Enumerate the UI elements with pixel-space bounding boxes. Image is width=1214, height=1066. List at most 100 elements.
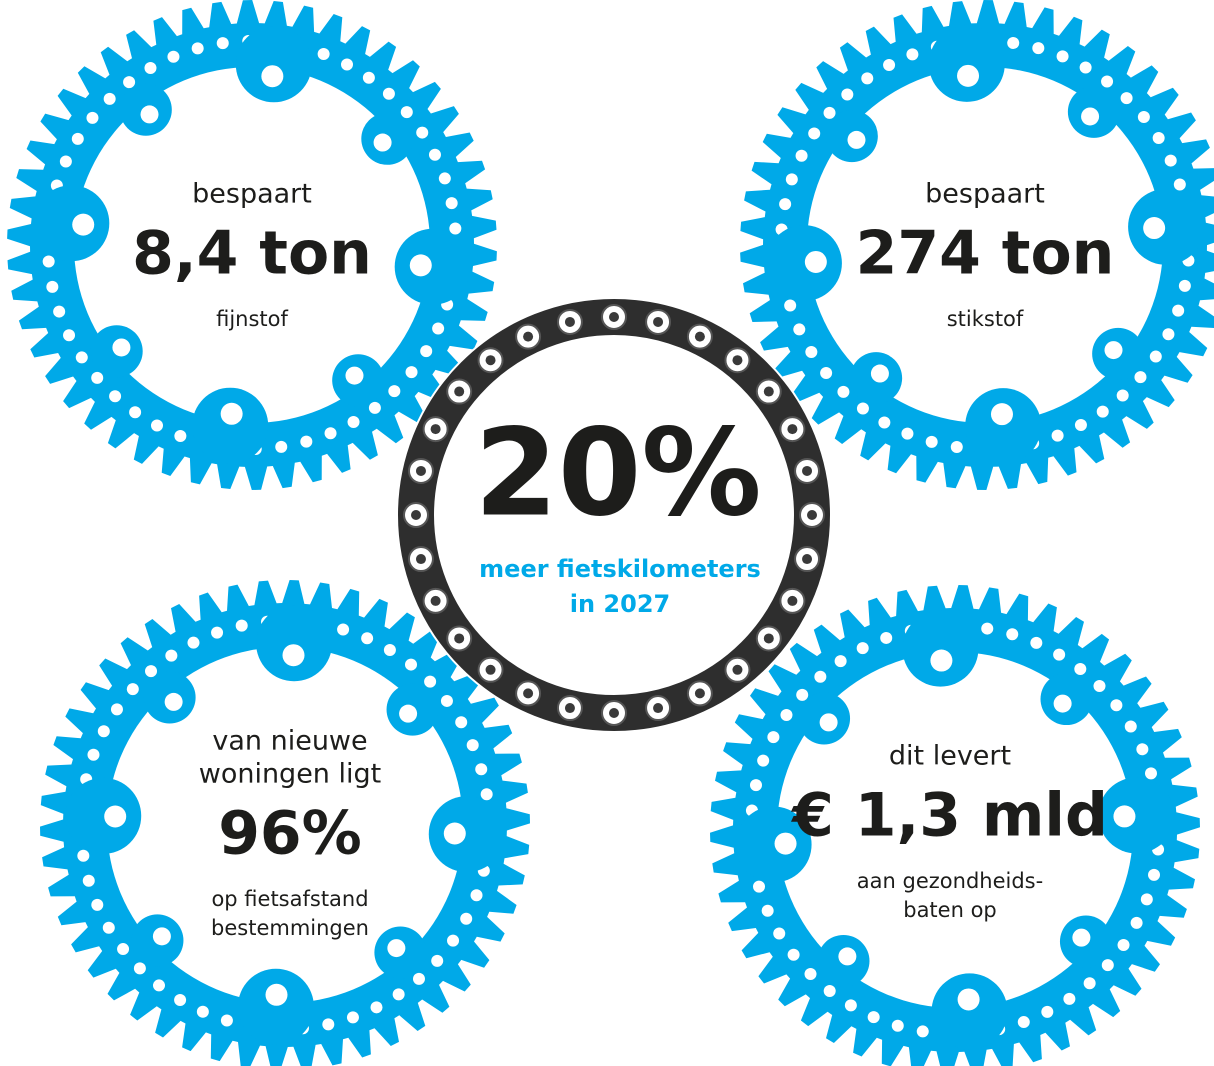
gear-notch-hole: [374, 134, 392, 152]
gear-hole: [1074, 663, 1086, 675]
gear-notch-hole: [1105, 341, 1123, 359]
gear-hole: [808, 127, 820, 139]
gear-hole: [1153, 132, 1165, 144]
gear-subcaption: fijnstof: [216, 307, 288, 331]
gear-hole: [1121, 92, 1133, 104]
gear-tab-hole: [266, 984, 288, 1006]
gear-hole: [1102, 959, 1114, 971]
gear-hole: [845, 999, 857, 1011]
gear-caption: bespaart: [925, 179, 1045, 210]
gear-tab: [1128, 189, 1204, 265]
gear-hole: [43, 256, 55, 268]
gear-hole: [906, 48, 918, 60]
gear-hole: [87, 749, 99, 761]
gear-hole: [325, 427, 337, 439]
gear-hole: [83, 875, 95, 887]
gear-hole: [835, 655, 847, 667]
chain-pin: [565, 317, 575, 327]
gear-tab-hole: [991, 403, 1013, 425]
gear-notch-hole: [399, 705, 417, 723]
gear-hole: [91, 372, 103, 384]
gear-tab-hole: [72, 214, 94, 236]
chain-pin: [764, 387, 774, 397]
gear-hole: [779, 198, 791, 210]
gear-hole: [63, 329, 75, 341]
gear-hole: [917, 1025, 929, 1037]
gear-subcaption: bestemmingen: [211, 916, 369, 940]
gear-tab: [238, 969, 314, 1045]
gear-tab-hole: [1143, 217, 1165, 239]
gear-hole: [824, 985, 836, 997]
gear-hole: [805, 968, 817, 980]
infographic: bespaart8,4 tonfijnstofbespaart274 tonst…: [0, 0, 1214, 1066]
gear-tab: [929, 26, 1005, 102]
chain-pin: [523, 688, 533, 698]
gear-hole: [1053, 649, 1065, 661]
chain-pin: [431, 596, 441, 606]
gear-hole: [347, 1011, 359, 1023]
chain-pin: [486, 355, 496, 365]
gear-hole: [151, 420, 163, 432]
gear-caption: bespaart: [192, 179, 312, 210]
gear-tab: [236, 26, 312, 102]
gear-hole: [449, 222, 461, 234]
gear-notch-hole: [141, 105, 159, 123]
gear-subcaption: baten op: [903, 898, 997, 922]
gear-hole: [318, 48, 330, 60]
gear-hole: [880, 632, 892, 644]
gear-hole: [127, 683, 139, 695]
gear-hole: [197, 1006, 209, 1018]
gear-hole: [951, 441, 963, 453]
chain-pin: [695, 688, 705, 698]
gear-hole: [788, 949, 800, 961]
gear-hole: [432, 322, 444, 334]
gear-tab-hole: [1113, 805, 1135, 827]
gear-tab-hole: [261, 65, 283, 87]
gear-hole: [1101, 76, 1113, 88]
gear-hole: [1162, 328, 1174, 340]
gear-tab-hole: [104, 806, 126, 828]
gear-hole: [174, 994, 186, 1006]
gear-hole: [104, 93, 116, 105]
gear-tab-hole: [282, 644, 304, 666]
gear-hole: [60, 156, 72, 168]
gear-hole: [167, 51, 179, 63]
gear-hole: [868, 1011, 880, 1023]
gear-hole: [431, 955, 443, 967]
center-figure: 20%: [474, 405, 761, 544]
gear-hole: [420, 345, 432, 357]
gear-hole: [901, 428, 913, 440]
gear-hole: [341, 58, 353, 70]
gear-notch-hole: [820, 713, 838, 731]
gear-hole: [1136, 743, 1148, 755]
gear-tab: [965, 388, 1041, 464]
gear-hole: [857, 642, 869, 654]
gear-hole: [439, 172, 451, 184]
gear-hole: [406, 366, 418, 378]
chain-pin: [732, 355, 742, 365]
gear-hole: [786, 173, 798, 185]
chain-pin: [764, 633, 774, 643]
chain-pin: [609, 708, 619, 718]
gear-hole: [824, 107, 836, 119]
gear-hole: [416, 127, 428, 139]
gear-hole: [117, 943, 129, 955]
chain-pin: [416, 466, 426, 476]
gear-hole: [981, 623, 993, 635]
gear-hole: [388, 385, 400, 397]
gear-subcaption: stikstof: [947, 307, 1024, 331]
gear-hole: [211, 627, 223, 639]
gear-hole: [369, 402, 381, 414]
gear-hole: [773, 928, 785, 940]
gear-hole: [1057, 50, 1069, 62]
gear-hole: [86, 112, 98, 124]
gear-hole: [91, 899, 103, 911]
chain-pin: [807, 510, 817, 520]
gear-hole: [753, 881, 765, 893]
gear-tab: [932, 973, 1008, 1049]
gear-hole: [429, 149, 441, 161]
gear-hole: [153, 979, 165, 991]
gear-hole: [1006, 628, 1018, 640]
chain-pin: [802, 554, 812, 564]
gear-hole: [796, 689, 808, 701]
